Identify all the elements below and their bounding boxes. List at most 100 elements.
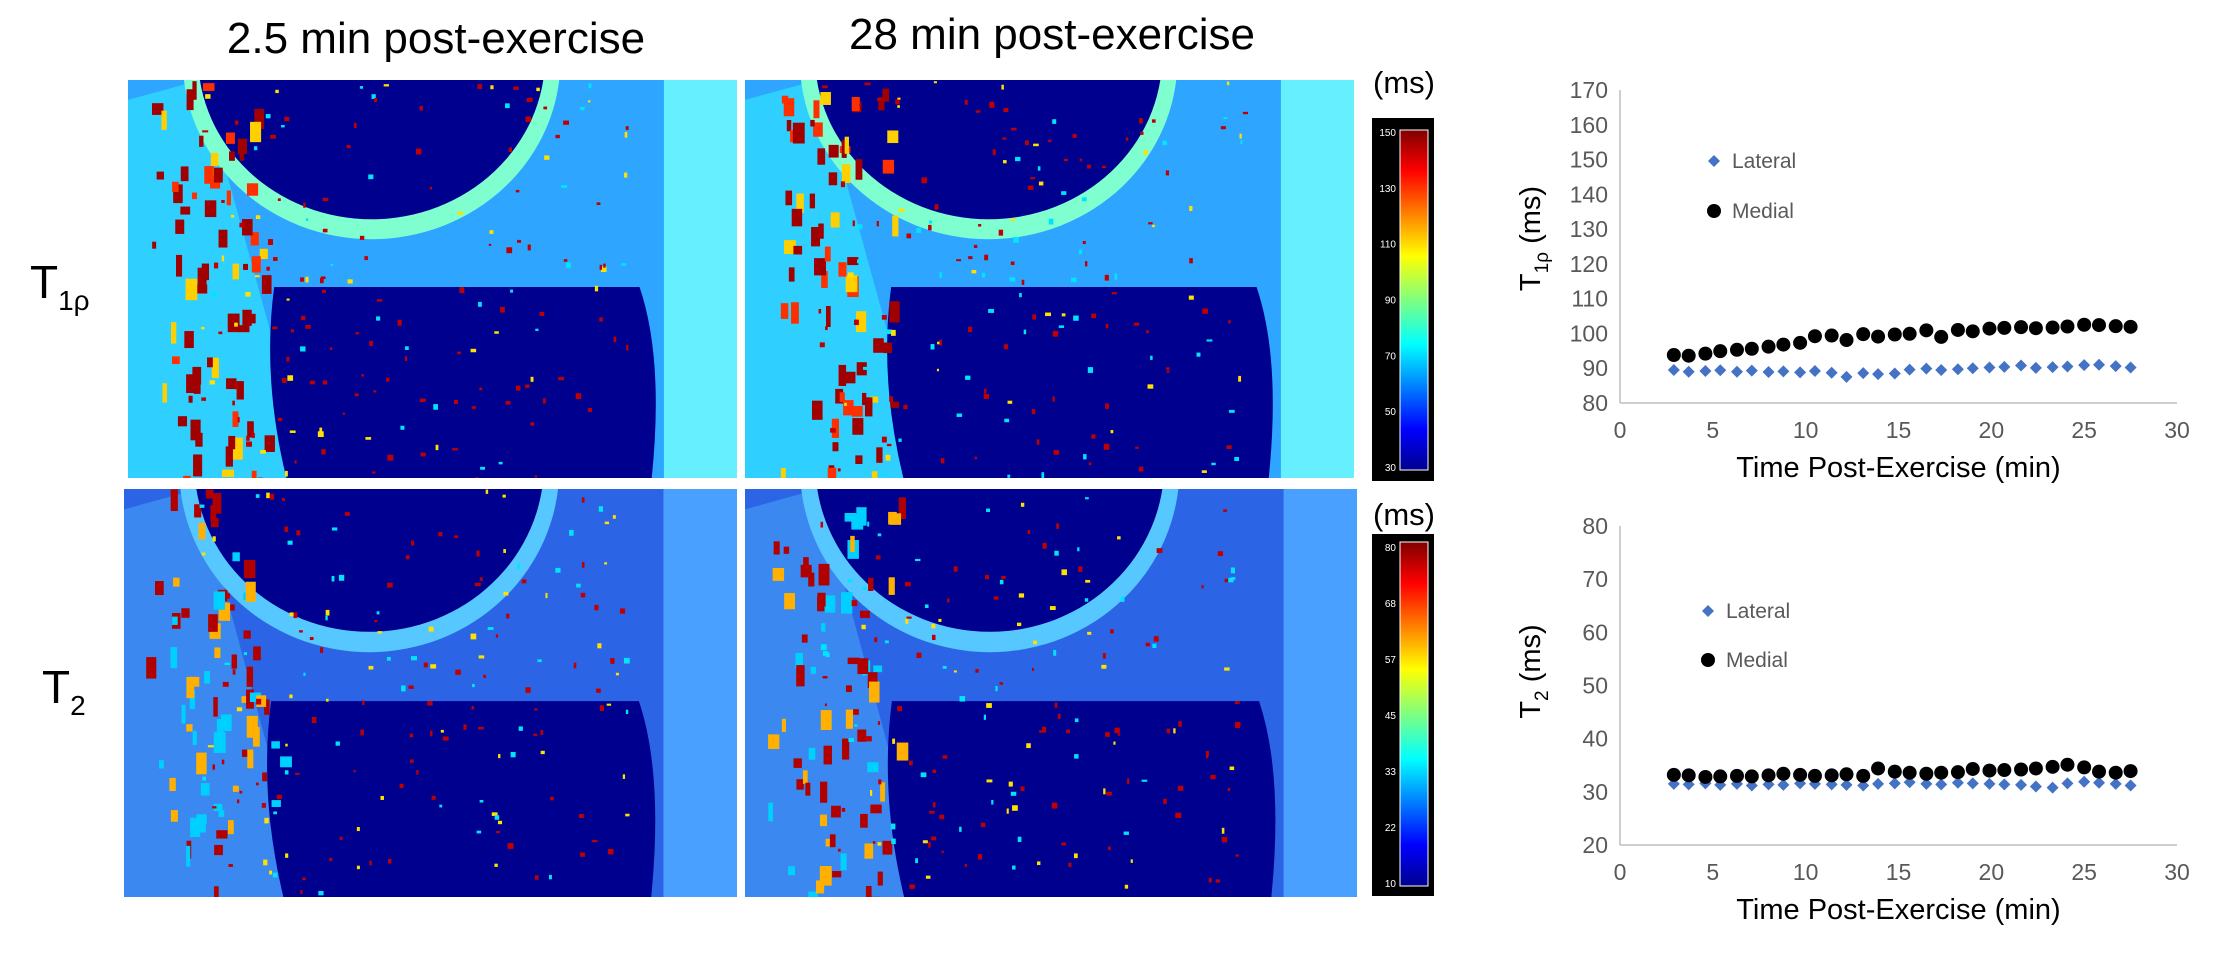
legend-label: Lateral [1726,600,1790,623]
data-point-lateral [1920,362,1933,375]
mri-map-t2-2-5-min [124,489,737,897]
colorbar-tick-label: 70 [1385,351,1397,362]
data-point-medial [1761,339,1776,354]
x-tick-label: 30 [2164,417,2190,443]
x-tick-label: 15 [1886,417,1912,443]
y-tick-label: 70 [1582,566,1608,592]
data-point-medial [1934,329,1949,344]
x-tick-label: 10 [1793,859,1819,885]
x-tick-label: 15 [1886,859,1912,885]
legend-marker-lateral [1708,155,1720,167]
data-point-medial [1776,337,1791,352]
data-point-medial [1744,769,1759,784]
y-tick-label: 40 [1582,726,1608,752]
colorbar-tick-label: 90 [1385,296,1397,307]
data-point-medial [2077,317,2092,332]
mri-map-t1rho-28-min [745,80,1354,478]
y-tick-label: 80 [1582,390,1608,416]
data-point-medial [1824,768,1839,783]
data-point-medial [2108,319,2123,334]
data-point-lateral [1714,364,1727,377]
mri-map-t2-28-min [745,489,1357,897]
data-point-lateral [2109,777,2122,790]
colorbar-tick-label: 33 [1385,767,1397,778]
legend-label: Medial [1726,649,1788,672]
x-tick-label: 30 [2164,859,2190,885]
mri-map-t1rho-2-5-min [128,80,737,478]
colorbar-unit-bottom: (ms) [1373,497,1435,532]
data-point-lateral [1872,777,1885,790]
x-tick-label: 20 [1979,417,2005,443]
data-point-lateral [1667,363,1680,376]
x-axis-title: Time Post-Exercise (min) [1736,894,2060,926]
data-point-medial [1997,320,2012,335]
data-point-lateral [1920,777,1933,790]
data-point-lateral [1777,778,1790,791]
column-title-2-5-min: 2.5 min post-exercise [226,14,646,63]
colorbar-tick-label: 30 [1385,463,1397,474]
data-point-lateral [2046,361,2059,374]
data-point-medial [1965,761,1980,776]
legend-marker-medial [1707,204,1721,218]
data-point-medial [1793,335,1808,350]
data-point-lateral [1762,366,1775,379]
data-point-lateral [1888,367,1901,380]
data-point-medial [1856,768,1871,783]
x-tick-label: 0 [1614,859,1627,885]
data-point-lateral [2124,361,2137,374]
data-point-medial [1997,763,2012,778]
data-point-medial [2092,764,2107,779]
data-point-lateral [1888,777,1901,790]
data-point-medial [1919,323,1934,338]
data-point-medial [1887,327,1902,342]
colorbar-tick-label: 150 [1379,128,1396,139]
legend-label: Lateral [1732,150,1796,173]
data-point-medial [1856,327,1871,342]
data-point-lateral [2046,781,2059,794]
data-point-medial [1839,333,1854,348]
data-point-lateral [1857,779,1870,792]
data-point-lateral [1935,778,1948,791]
data-point-medial [1824,328,1839,343]
data-point-lateral [2078,359,2091,372]
data-point-medial [2060,757,2075,772]
data-point-lateral [2078,775,2091,788]
y-tick-label: 30 [1582,779,1608,805]
data-point-medial [2092,318,2107,333]
colorbar-t1rho: 150 130 110 90 70 50 30 [1372,118,1434,481]
data-point-lateral [1951,776,1964,789]
row-label-t2: T2 [42,661,86,721]
x-tick-label: 25 [2071,417,2097,443]
data-point-lateral [2124,779,2137,792]
x-tick-label: 5 [1706,859,1719,885]
data-point-medial [1666,767,1681,782]
data-point-medial [1902,765,1917,780]
data-point-medial [1950,322,1965,337]
data-point-lateral [1777,365,1790,378]
x-tick-label: 5 [1706,417,1719,443]
data-point-medial [1713,344,1728,359]
data-point-lateral [1825,366,1838,379]
data-point-lateral [1983,361,1996,374]
data-point-lateral [1998,778,2011,791]
y-tick-label: 80 [1582,513,1608,539]
data-point-medial [1698,769,1713,784]
data-point-medial [1729,342,1744,357]
data-point-medial [1713,769,1728,784]
data-point-medial [1807,329,1822,344]
data-point-medial [1871,329,1886,344]
x-tick-label: 10 [1793,417,1819,443]
data-point-medial [1982,763,1997,778]
data-point-medial [2028,761,2043,776]
y-tick-label: 100 [1570,320,1608,346]
scatter-chart-t2: 20 30 40 50 60 70 80 0 5 10 15 20 25 30 Time Post-Exer… [1480,510,2221,979]
data-point-medial [1776,766,1791,781]
data-point-lateral [1794,366,1807,379]
y-tick-label: 60 [1582,619,1608,645]
data-point-lateral [2093,358,2106,371]
data-point-medial [1761,768,1776,783]
data-point-medial [1729,768,1744,783]
y-axis-title: T2 (ms) [1515,624,1553,718]
colorbar-tick-label: 10 [1385,879,1397,890]
data-point-lateral [1998,360,2011,373]
